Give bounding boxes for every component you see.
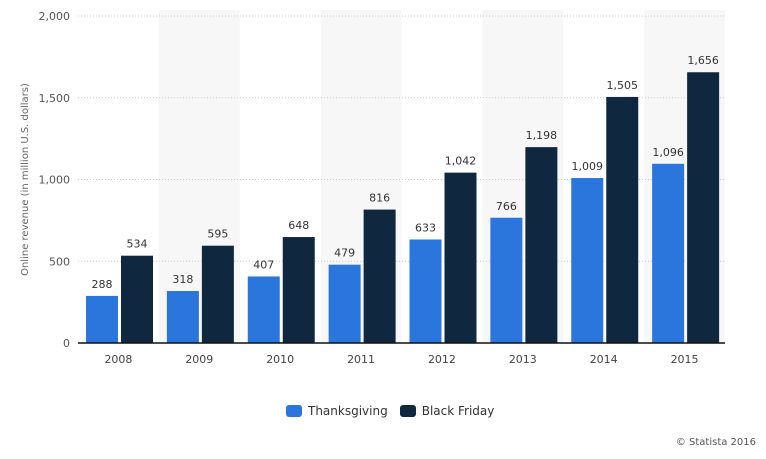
data-label: 288 xyxy=(92,278,113,291)
legend-label: Black Friday xyxy=(421,404,495,418)
x-tick-label: 2011 xyxy=(347,353,375,366)
bar-chart: 0 500 1,000 1,500 2,000 Online revenue (in mi… xyxy=(20,10,725,366)
data-label: 407 xyxy=(253,258,274,271)
bar-black-friday xyxy=(201,245,234,343)
bar-thanksgiving xyxy=(247,276,280,343)
x-tick-label: 2008 xyxy=(104,353,132,366)
data-label: 766 xyxy=(496,200,517,213)
data-label: 1,198 xyxy=(526,129,558,142)
data-label: 648 xyxy=(288,219,309,232)
bar-thanksgiving xyxy=(166,291,199,343)
bar-black-friday xyxy=(606,96,639,344)
bar-thanksgiving xyxy=(328,264,361,343)
x-tick-label: 2012 xyxy=(428,353,456,366)
data-label: 816 xyxy=(369,192,390,205)
bar-thanksgiving xyxy=(652,163,685,343)
data-label: 595 xyxy=(207,228,228,241)
bar-black-friday xyxy=(444,172,477,343)
data-label: 1,505 xyxy=(607,79,639,92)
data-label: 318 xyxy=(172,273,193,286)
legend: Thanksgiving Black Friday xyxy=(286,404,494,418)
bar-black-friday xyxy=(121,255,153,343)
legend-label: Thanksgiving xyxy=(308,404,388,418)
bar-thanksgiving xyxy=(490,217,523,343)
bar-black-friday xyxy=(525,147,558,343)
x-tick-label: 2010 xyxy=(266,353,294,366)
bar-black-friday xyxy=(363,209,396,343)
x-tick-label: 2013 xyxy=(509,353,537,366)
data-label: 1,009 xyxy=(572,160,604,173)
y-tick-label: 2,000 xyxy=(39,10,71,23)
data-label: 534 xyxy=(127,238,148,251)
data-label: 1,096 xyxy=(652,146,684,159)
bar-thanksgiving xyxy=(409,239,442,343)
x-tick-label: 2014 xyxy=(590,353,618,366)
legend-item-black-friday[interactable]: Black Friday xyxy=(399,404,495,418)
y-tick-label: 500 xyxy=(49,255,70,268)
x-tick-label: 2009 xyxy=(185,353,213,366)
y-tick-label: 1,500 xyxy=(39,92,71,105)
data-label: 1,042 xyxy=(445,155,477,168)
data-label: 633 xyxy=(415,222,436,235)
bar-black-friday xyxy=(687,72,720,343)
legend-item-thanksgiving[interactable]: Thanksgiving xyxy=(286,404,388,418)
bar-thanksgiving xyxy=(86,295,118,343)
bar-thanksgiving xyxy=(571,178,604,343)
y-axis-title: Online revenue (in million U.S. dollars) xyxy=(20,83,31,276)
bar-black-friday xyxy=(282,237,315,343)
y-tick-label: 1,000 xyxy=(39,174,71,187)
data-label: 479 xyxy=(334,247,355,260)
legend-swatch xyxy=(286,405,302,417)
y-tick-label: 0 xyxy=(63,337,70,350)
data-label: 1,656 xyxy=(687,54,719,67)
x-tick-label: 2015 xyxy=(671,353,699,366)
legend-swatch xyxy=(399,405,416,417)
credit: © Statista 2016 xyxy=(675,437,756,448)
